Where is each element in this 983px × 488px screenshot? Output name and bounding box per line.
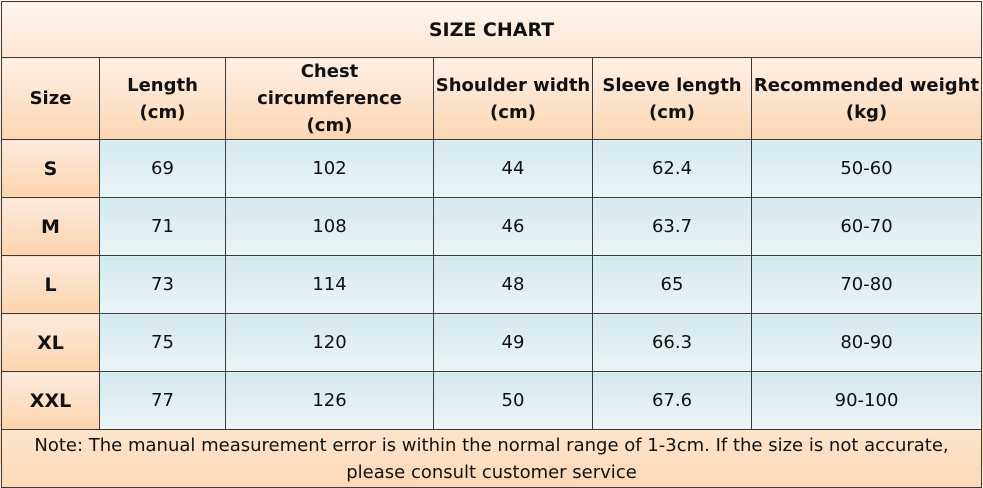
header-weight-unit: (kg) [845,101,888,123]
shoulder-value: 49 [433,313,593,372]
header-chest-unit: (cm) [306,115,353,136]
header-length-unit: (cm) [139,101,186,123]
header-sleeve-unit: (cm) [649,101,695,123]
header-sleeve-label: Sleeve length [602,74,742,96]
size-label: XXL [1,371,100,430]
length-value: 69 [99,139,226,198]
header-weight-label: Recommended weight [753,74,980,96]
chest-value: 120 [225,313,434,372]
table-row: S 69 102 44 62.4 50-60 [1,139,983,198]
weight-value: 80-90 [750,313,983,372]
size-label: XL [1,313,100,372]
table-row: L 73 114 48 65 70-80 [1,255,983,314]
note-line-1: Note: The manual measurement error is wi… [34,434,949,456]
measurement-note: Note: The manual measurement error is wi… [0,429,983,488]
shoulder-value: 50 [433,371,593,430]
length-value: 75 [99,313,226,372]
sleeve-value: 62.4 [592,139,752,198]
length-value: 77 [99,371,226,430]
chest-value: 114 [225,255,434,314]
weight-value: 90-100 [750,371,983,430]
header-shoulder: Shoulder width (cm) [433,57,593,140]
shoulder-value: 44 [433,139,593,198]
shoulder-value: 46 [433,197,593,256]
chest-value: 126 [225,371,434,430]
header-shoulder-unit: (cm) [490,101,536,123]
weight-value: 70-80 [750,255,983,314]
table-row: XL 75 120 49 66.3 80-90 [1,313,983,372]
size-label: L [1,255,100,314]
size-label: S [1,139,100,198]
header-chest: Chest circumference (cm) [225,57,434,140]
title-row: SIZE CHART [0,1,983,58]
header-row: Size Length (cm) Chest circumference (cm) … [1,57,983,140]
header-size-label: Size [29,88,72,109]
note-line-2: please consult customer service [346,461,637,483]
header-sleeve: Sleeve length (cm) [592,57,752,140]
note-row: Note: The manual measurement error is wi… [0,429,983,488]
length-value: 71 [99,197,226,256]
header-chest-label: Chest circumference [257,61,402,109]
header-weight: Recommended weight (kg) [750,57,983,140]
table-row: M 71 108 46 63.7 60-70 [1,197,983,256]
chest-value: 102 [225,139,434,198]
sleeve-value: 67.6 [592,371,752,430]
table-row: XXL 77 126 50 67.6 90-100 [1,371,983,430]
sleeve-value: 65 [592,255,752,314]
size-label: M [1,197,100,256]
header-shoulder-label: Shoulder width [435,74,591,96]
header-size: Size [1,57,100,140]
weight-value: 50-60 [750,139,983,198]
chart-title: SIZE CHART [0,1,983,58]
weight-value: 60-70 [750,197,983,256]
sleeve-value: 66.3 [592,313,752,372]
header-length: Length (cm) [99,57,226,140]
header-length-label: Length [127,74,198,96]
shoulder-value: 48 [433,255,593,314]
length-value: 73 [99,255,226,314]
chest-value: 108 [225,197,434,256]
sleeve-value: 63.7 [592,197,752,256]
